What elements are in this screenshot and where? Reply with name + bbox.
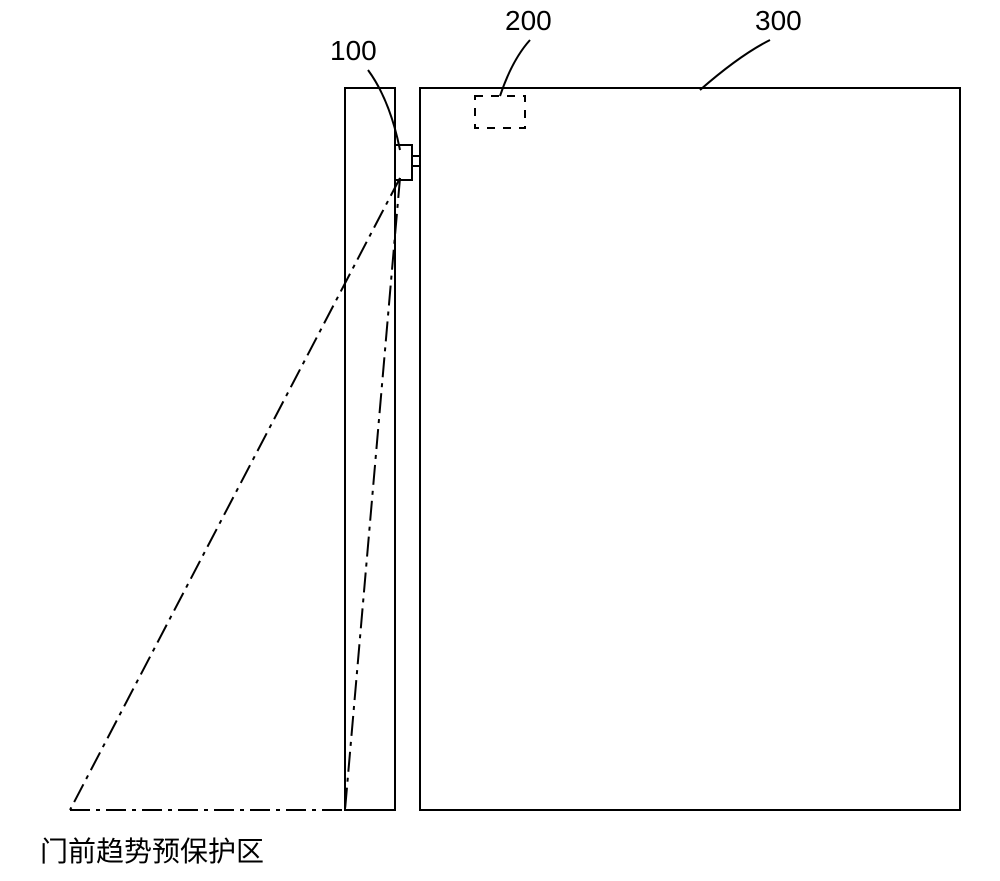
diagram-svg: [0, 0, 1000, 881]
caption-text: 门前趋势预保护区: [40, 830, 264, 870]
label-200: 200: [505, 5, 552, 37]
beam-right-edge: [345, 178, 400, 810]
diagram-canvas: 100 200 300 门前趋势预保护区: [0, 0, 1000, 881]
label-100: 100: [330, 35, 377, 67]
beam-left-edge: [70, 178, 400, 810]
leader-300: [700, 40, 770, 90]
right-box: [420, 88, 960, 810]
left-column: [345, 88, 395, 810]
label-300: 300: [755, 5, 802, 37]
sensor-box: [395, 145, 412, 180]
sensor-tab: [412, 156, 420, 166]
dashed-box-200: [475, 96, 525, 128]
